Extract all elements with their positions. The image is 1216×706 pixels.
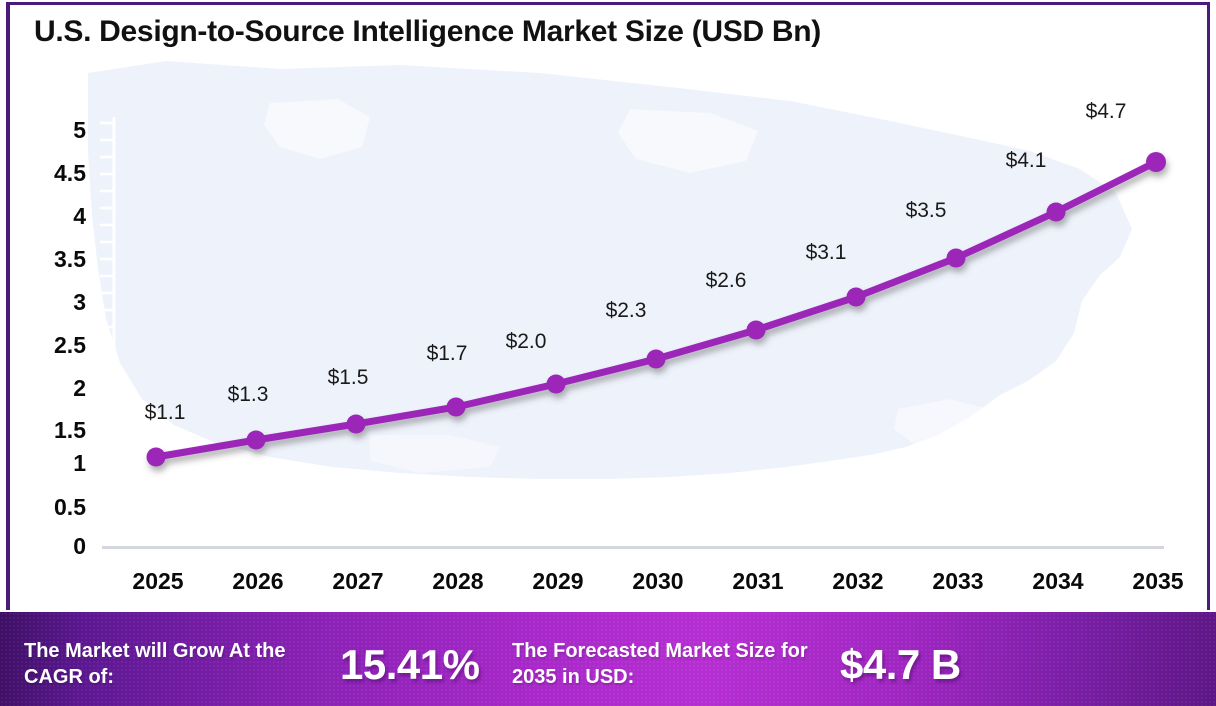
page-title: U.S. Design-to-Source Intelligence Marke… [34, 15, 821, 48]
x-tick-label: 2032 [832, 568, 884, 594]
forecast-size-value: $4.7 B [840, 641, 961, 688]
chart-card: U.S. Design-to-Source Intelligence Marke… [6, 2, 1210, 610]
y-tick-label: 5 [73, 117, 86, 143]
x-tick-label: 2035 [1132, 568, 1184, 594]
data-label: $4.7 [1085, 100, 1127, 123]
x-tick-label: 2027 [332, 568, 384, 594]
summary-footer-bar: The Market will Grow At the CAGR of: 15.… [0, 612, 1216, 706]
cagr-label: The Market will Grow At the CAGR of: [24, 640, 286, 688]
x-tick-label: 2026 [232, 568, 284, 594]
x-tick-label: 2028 [432, 568, 484, 594]
x-tick-label: 2030 [632, 568, 684, 594]
x-tick-label: 2031 [732, 568, 784, 594]
data-label: $2.0 [505, 330, 547, 353]
y-tick-label: 2 [73, 375, 86, 401]
y-tick-label: 2.5 [54, 332, 86, 358]
data-label: $1.5 [327, 366, 369, 389]
data-label: $1.7 [426, 342, 468, 365]
x-axis-baseline [102, 546, 1164, 549]
data-label: $1.1 [144, 401, 186, 424]
y-tick-label: 0 [73, 533, 86, 559]
y-axis-ruler [100, 117, 116, 547]
data-label: $3.1 [805, 241, 847, 264]
y-tick-label: 3 [73, 289, 86, 315]
data-label: $2.3 [605, 299, 647, 322]
y-tick-label: 1.5 [54, 417, 86, 443]
data-label: $3.5 [905, 199, 947, 222]
x-tick-label: 2034 [1032, 568, 1084, 594]
data-label: $1.3 [227, 383, 269, 406]
data-label: $4.1 [1005, 149, 1047, 172]
y-tick-label: 4 [73, 203, 86, 229]
x-tick-label: 2029 [532, 568, 584, 594]
market-size-line-series [146, 152, 1166, 467]
data-label: $2.6 [705, 269, 747, 292]
y-tick-label: 1 [73, 450, 86, 476]
y-tick-label: 0.5 [54, 494, 86, 520]
y-tick-label: 3.5 [54, 246, 86, 272]
x-tick-label: 2025 [132, 568, 184, 594]
x-tick-label: 2033 [932, 568, 984, 594]
y-tick-label: 4.5 [54, 160, 86, 186]
forecast-size-label: The Forecasted Market Size for 2035 in U… [512, 640, 808, 688]
cagr-value: 15.41% [340, 641, 480, 688]
